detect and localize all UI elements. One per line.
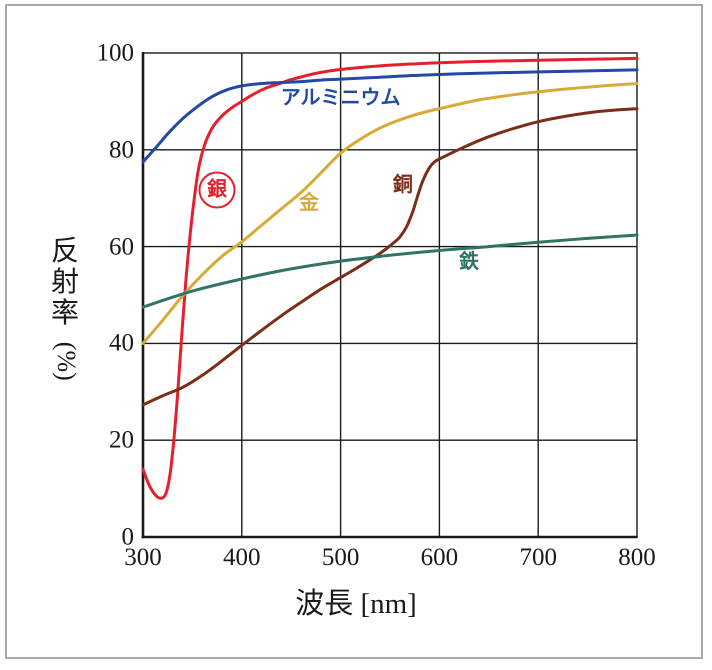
y-tick-label-20: 20 (109, 426, 134, 454)
x-tick-label-600: 600 (420, 544, 459, 571)
curve-copper (141, 107, 639, 407)
plot-frame (142, 52, 638, 538)
x-tick-label-500: 500 (321, 544, 360, 571)
y-axis-label-unit: (%) (51, 341, 81, 381)
curve-iron (141, 233, 639, 309)
y-tick-label-60: 60 (109, 233, 134, 261)
x-tick-label-300: 300 (124, 544, 162, 571)
y-axis-label-char: 率 (50, 297, 79, 329)
curve-label-aluminum: アルミニウム (280, 87, 401, 109)
x-tick-label-700: 700 (519, 544, 557, 571)
curve-label-iron: 鉄 (459, 251, 480, 274)
curve-label-copper: 銅 (392, 174, 413, 197)
curve-silver (141, 56, 639, 500)
curve-label-gold: 金 (298, 192, 319, 215)
curve-aluminum (141, 68, 639, 164)
x-tick-label-800: 800 (618, 544, 656, 571)
curve-label-silver: 銀 (198, 171, 236, 209)
y-axis-label-char: 反 (50, 236, 79, 267)
y-tick-label-100: 100 (96, 39, 135, 67)
y-axis-label: 反射率 (%) (47, 236, 83, 387)
y-tick-label-0: 0 (121, 523, 135, 551)
x-tick-label-400: 400 (223, 544, 261, 571)
y-axis-label-char: 射 (50, 266, 79, 298)
y-tick-label-80: 80 (109, 136, 134, 164)
y-tick-label-40: 40 (109, 329, 134, 357)
curve-gold (141, 82, 639, 345)
x-axis-label: 波長 [nm] (295, 588, 417, 620)
